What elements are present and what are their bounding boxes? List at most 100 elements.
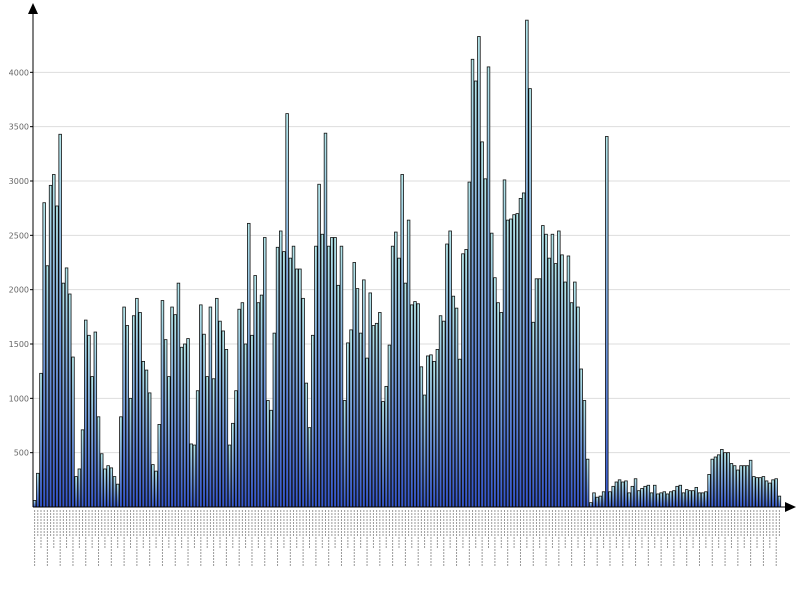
bar: [684, 489, 689, 508]
bar: [170, 306, 174, 508]
bar: [589, 502, 593, 508]
bar: [451, 295, 456, 508]
bar: [649, 492, 654, 508]
bar: [55, 205, 59, 508]
bar: [263, 237, 267, 508]
bar: [224, 349, 229, 508]
bar: [109, 467, 114, 508]
bar: [748, 459, 753, 508]
bar: [173, 314, 177, 508]
bar: [381, 401, 385, 508]
y-tick-label: 1500: [9, 340, 29, 349]
bar: [720, 449, 724, 508]
bar: [502, 179, 507, 508]
bar: [71, 356, 75, 508]
bar: [112, 476, 117, 508]
bar: [576, 306, 580, 508]
y-tick-label: 2500: [9, 231, 29, 240]
bar: [621, 481, 625, 508]
bar: [179, 346, 184, 508]
bar: [710, 458, 714, 508]
bar: [103, 468, 107, 508]
bar: [221, 330, 225, 508]
bar: [160, 300, 165, 508]
bar: [250, 334, 254, 508]
bar: [84, 319, 88, 508]
bar: [752, 476, 756, 508]
bar: [442, 320, 446, 508]
y-tick-label: 2000: [9, 286, 29, 295]
bar: [390, 245, 395, 508]
y-ticks-layer: 500 1000 1500 2000 2500 3000 3500 4000: [9, 68, 33, 458]
bar: [659, 492, 663, 508]
bar: [515, 213, 519, 508]
bar: [557, 230, 561, 508]
bars-layer: [32, 19, 782, 508]
bar: [298, 268, 302, 508]
bar: [528, 88, 532, 508]
bar: [45, 265, 50, 508]
bar: [80, 429, 85, 508]
bar: [713, 456, 718, 508]
bar: [563, 281, 567, 508]
bar: [640, 488, 644, 508]
bar: [422, 394, 427, 508]
bar: [560, 254, 564, 508]
bar: [36, 472, 40, 508]
bar: [90, 376, 94, 508]
bar: [461, 253, 465, 508]
bar: [52, 174, 56, 508]
bar: [211, 378, 216, 508]
bar: [151, 464, 155, 508]
bar: [477, 36, 481, 508]
bar: [326, 245, 331, 508]
bar: [643, 485, 647, 508]
bar: [531, 321, 535, 508]
bar: [259, 294, 264, 508]
bar: [496, 302, 500, 508]
bar: [697, 492, 702, 508]
bar: [339, 245, 344, 508]
bar: [362, 279, 366, 508]
bar: [605, 136, 609, 508]
bar: [761, 476, 766, 508]
bar: [135, 297, 139, 508]
bar: [764, 480, 769, 508]
bar: [771, 479, 775, 508]
bar: [125, 325, 130, 508]
y-axis-arrow-icon: [28, 3, 38, 14]
y-tick-label: 1000: [9, 394, 29, 403]
bar: [454, 307, 459, 508]
bar: [662, 491, 667, 508]
bar: [310, 334, 315, 508]
bar: [61, 282, 66, 508]
bar: [579, 368, 583, 508]
bar: [534, 278, 539, 508]
bar: [608, 491, 612, 508]
bar: [406, 219, 411, 508]
bar: [39, 372, 43, 508]
bar: [426, 355, 430, 508]
bar: [317, 183, 321, 508]
bar: [253, 275, 257, 508]
bar: [122, 306, 126, 508]
bar: [665, 493, 670, 508]
bar: [726, 452, 730, 508]
bar: [247, 222, 251, 508]
bar: [32, 500, 37, 508]
bar: [669, 491, 673, 508]
bar: [387, 344, 392, 508]
bar: [569, 302, 574, 508]
bar: [742, 465, 746, 508]
bar: [291, 245, 296, 508]
bar: [74, 476, 78, 508]
bar: [64, 267, 69, 508]
bar: [365, 357, 369, 508]
bar: [470, 58, 475, 508]
bar: [215, 297, 219, 508]
y-tick-label: 3000: [9, 177, 29, 186]
bar: [314, 245, 318, 508]
bar: [183, 343, 187, 508]
bar: [413, 301, 417, 508]
bar: [675, 485, 679, 508]
